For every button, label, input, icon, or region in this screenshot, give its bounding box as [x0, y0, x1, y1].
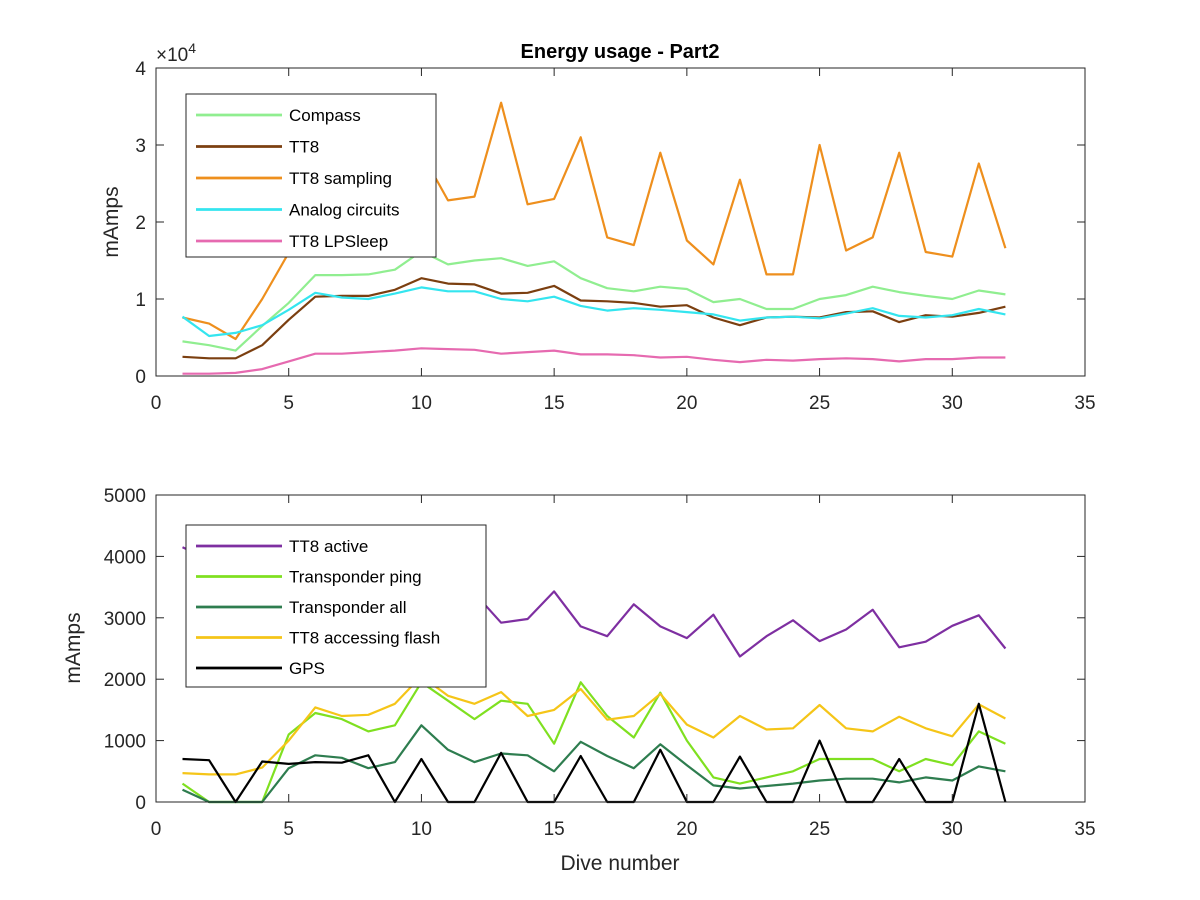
- x-tick-label: 10: [411, 393, 432, 414]
- y-tick-label: 1: [135, 290, 146, 311]
- legend-entry-label: Transponder all: [289, 598, 407, 617]
- y-axis-exponent-label: ×104: [156, 40, 196, 66]
- legend: TT8 active Transponder ping Transponder al…: [185, 524, 487, 688]
- x-tick-label: 30: [942, 819, 963, 840]
- y-tick-label: 4: [135, 59, 146, 80]
- y-tick-label: 2000: [104, 670, 146, 691]
- series-line-compass: [182, 250, 1006, 352]
- legend-entry-label: TT8 LPSleep: [289, 232, 388, 251]
- bottom-chart: mAmps Dive number 0 5 10 15 20 25 30 35 0 1000 200…: [62, 486, 1096, 875]
- y-tick-label: 5000: [104, 486, 146, 507]
- plot-area-border: [155, 494, 1086, 803]
- legend-entry-label: Transponder ping: [289, 568, 422, 587]
- chart-title: Energy usage - Part2: [521, 41, 720, 63]
- legend-entry-label: GPS: [289, 659, 325, 678]
- legend-entry-label: TT8 active: [289, 537, 368, 556]
- legend-entry-label: TT8 accessing flash: [289, 629, 440, 648]
- y-tick-label: 2: [135, 213, 146, 234]
- legend-entry-label: TT8: [289, 138, 319, 157]
- legend-entry-label: Analog circuits: [289, 201, 400, 220]
- y-axis-label: mAmps: [62, 612, 85, 683]
- legend-entry-label: Compass: [289, 106, 361, 125]
- series-line-tt8-accessing-flash: [182, 674, 1006, 776]
- top-chart: Energy usage - Part2 ×104 mAmps 0 5 10 15 20…: [100, 40, 1096, 414]
- y-tick-label: 0: [135, 367, 146, 388]
- x-axis-label: Dive number: [560, 852, 679, 875]
- legend-box: [185, 93, 437, 258]
- x-tick-label: 15: [544, 819, 565, 840]
- exponent-base: ×10: [156, 45, 188, 66]
- x-tick-label: 20: [676, 393, 697, 414]
- x-tick-label: 5: [283, 393, 294, 414]
- y-axis-label: mAmps: [100, 186, 123, 257]
- x-tick-label: 25: [809, 819, 830, 840]
- x-tick-label: 20: [676, 819, 697, 840]
- y-tick-label: 3: [135, 136, 146, 157]
- series-line-tt8-lpsleep: [182, 347, 1006, 375]
- x-tick-label: 15: [544, 393, 565, 414]
- series-line-transponder-all: [182, 724, 1006, 804]
- series-lines: [181, 101, 1007, 375]
- x-tick-label: 30: [942, 393, 963, 414]
- y-tick-label: 0: [135, 793, 146, 814]
- legend-entry-label: TT8 sampling: [289, 169, 392, 188]
- y-tick-label: 1000: [104, 732, 146, 753]
- x-tick-label: 25: [809, 393, 830, 414]
- x-tick-label: 10: [411, 819, 432, 840]
- x-tick-label: 0: [151, 819, 162, 840]
- y-tick-label: 3000: [104, 609, 146, 630]
- legend: Compass TT8 TT8 sampling Analog circuits TT8…: [185, 93, 437, 258]
- x-tick-label: 5: [283, 819, 294, 840]
- x-tick-label: 35: [1074, 393, 1095, 414]
- series-line-tt8: [182, 277, 1006, 360]
- x-tick-label: 35: [1074, 819, 1095, 840]
- exponent-power: 4: [188, 40, 196, 56]
- x-tick-label: 0: [151, 393, 162, 414]
- y-tick-label: 4000: [104, 547, 146, 568]
- series-line-analog-circuits: [181, 286, 1006, 338]
- series-line-transponder-ping: [181, 681, 1006, 804]
